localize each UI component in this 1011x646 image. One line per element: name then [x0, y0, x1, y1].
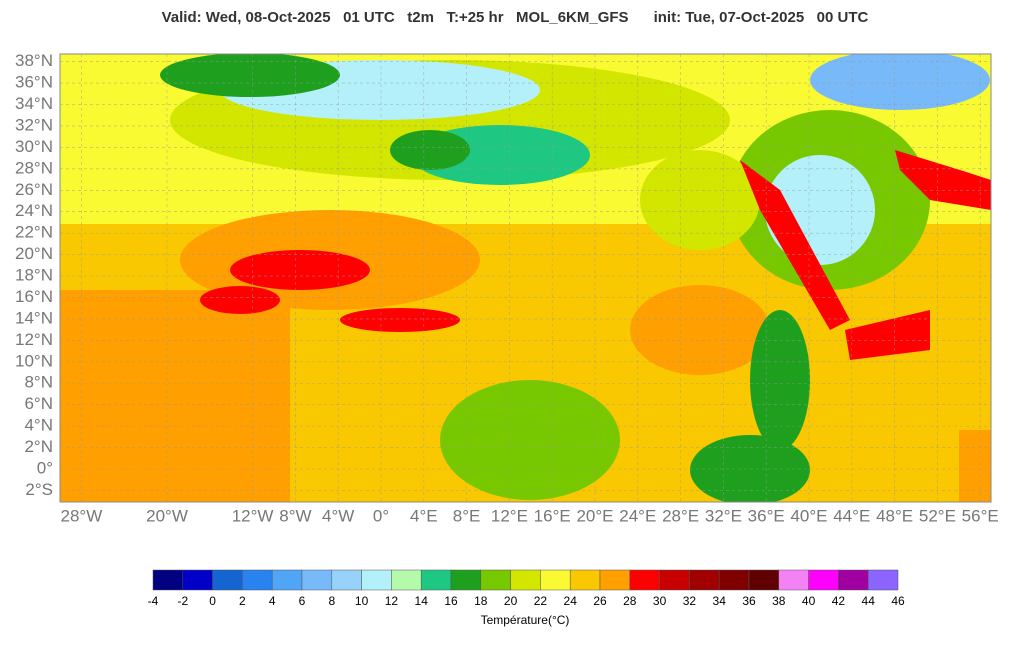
- lat-label: 2°N: [24, 437, 53, 456]
- lat-label: 18°N: [15, 266, 53, 285]
- colorbar-swatch: [361, 569, 392, 591]
- lon-label: 0°: [373, 506, 389, 525]
- colorbar-tick-label: 8: [328, 594, 335, 608]
- colorbar-tick-label: 4: [269, 594, 276, 608]
- colorbar-swatch: [301, 569, 333, 591]
- colorbar-swatch: [629, 569, 660, 591]
- lat-label: 36°N: [15, 73, 53, 92]
- colorbar-swatch: [510, 569, 541, 591]
- lat-label: 38°N: [15, 51, 53, 70]
- colorbar-swatch: [838, 569, 869, 591]
- lat-label: 26°N: [15, 180, 53, 199]
- colorbar-swatch: [182, 569, 213, 591]
- colorbar-swatch: [152, 569, 184, 591]
- colorbar-swatch: [540, 569, 571, 591]
- colorbar-tick-label: 0: [209, 594, 216, 608]
- colorbar-tick-label: 30: [653, 594, 667, 608]
- colorbar-swatch: [599, 569, 631, 591]
- colorbar-swatch: [391, 569, 422, 591]
- colorbar-tick-label: 28: [623, 594, 637, 608]
- lat-label: 24°N: [15, 201, 53, 220]
- colorbar-swatch: [867, 569, 899, 591]
- lon-label: 12°W: [232, 506, 274, 525]
- lon-label: 4°E: [410, 506, 438, 525]
- lon-label: 32°E: [705, 506, 742, 525]
- lat-label: 12°N: [15, 330, 53, 349]
- colorbar-tick-label: 26: [593, 594, 607, 608]
- lat-label: 4°N: [24, 416, 53, 435]
- lat-label: 32°N: [15, 115, 53, 134]
- colorbar-swatch: [718, 569, 750, 591]
- colorbar-swatch: [331, 569, 362, 591]
- colorbar-swatch: [808, 569, 839, 591]
- colorbar-tick-label: 6: [299, 594, 306, 608]
- colorbar-tick-label: 40: [802, 594, 816, 608]
- lon-label: 48°E: [876, 506, 913, 525]
- lon-label: 56°E: [962, 506, 999, 525]
- colorbar-swatch: [659, 569, 690, 591]
- header-title: Valid: Wed, 08-Oct-2025 01 UTC t2m T:+25…: [162, 9, 869, 26]
- lon-label: 44°E: [833, 506, 870, 525]
- colorbar-swatch: [271, 569, 303, 591]
- lon-label: 8°E: [453, 506, 481, 525]
- colorbar-swatch: [748, 569, 780, 591]
- colorbar-label: Température(°C): [481, 613, 570, 627]
- lon-label: 40°E: [790, 506, 827, 525]
- lat-label: 20°N: [15, 244, 53, 263]
- colorbar-tick-label: 32: [683, 594, 697, 608]
- lon-label: 4°W: [322, 506, 354, 525]
- lon-label: 16°E: [534, 506, 571, 525]
- colorbar-swatch: [778, 569, 809, 591]
- colorbar-tick-label: 38: [772, 594, 786, 608]
- colorbar-tick-label: 2: [239, 594, 246, 608]
- lat-label: 34°N: [15, 94, 53, 113]
- map-frame: [59, 53, 992, 503]
- colorbar-swatch: [420, 569, 452, 591]
- colorbar-tick-label: 20: [504, 594, 518, 608]
- lon-label: 20°E: [576, 506, 613, 525]
- lat-label: 2°S: [25, 480, 53, 499]
- colorbar-swatch: [569, 569, 601, 591]
- colorbar-tick-label: 46: [891, 594, 905, 608]
- colorbar-tick-label: 12: [385, 594, 399, 608]
- lon-label: 24°E: [619, 506, 656, 525]
- colorbar-tick-label: -4: [148, 594, 159, 608]
- colorbar-swatch: [480, 569, 511, 591]
- lon-label: 36°E: [748, 506, 785, 525]
- lat-label: 16°N: [15, 287, 53, 306]
- lat-label: 22°N: [15, 223, 53, 242]
- colorbar-tick-label: 16: [444, 594, 458, 608]
- lon-label: 28°W: [61, 506, 103, 525]
- colorbar-swatch: [450, 569, 482, 591]
- lat-label: 6°N: [24, 394, 53, 413]
- lat-label: 8°N: [24, 373, 53, 392]
- colorbar-tick-label: -2: [177, 594, 188, 608]
- colorbar-tick-label: 36: [742, 594, 756, 608]
- colorbar-swatch: [689, 569, 720, 591]
- colorbar-swatch: [212, 569, 243, 591]
- lat-label: 30°N: [15, 137, 53, 156]
- lon-label: 52°E: [919, 506, 956, 525]
- colorbar-tick-label: 14: [415, 594, 429, 608]
- lon-label: 20°W: [146, 506, 188, 525]
- colorbar-tick-label: 42: [832, 594, 846, 608]
- lat-label: 0°: [37, 458, 53, 477]
- colorbar-swatch: [242, 569, 273, 591]
- lon-label: 12°E: [491, 506, 528, 525]
- lat-label: 28°N: [15, 158, 53, 177]
- lon-label: 28°E: [662, 506, 699, 525]
- colorbar-tick-label: 44: [862, 594, 876, 608]
- colorbar-tick-label: 10: [355, 594, 369, 608]
- colorbar-tick-label: 18: [474, 594, 488, 608]
- colorbar-tick-label: 24: [564, 594, 578, 608]
- colorbar-tick-label: 22: [534, 594, 548, 608]
- temperature-field: [60, 54, 991, 502]
- lat-label: 10°N: [15, 351, 53, 370]
- colorbar-tick-label: 34: [713, 594, 727, 608]
- lon-label: 8°W: [279, 506, 311, 525]
- lat-label: 14°N: [15, 308, 53, 327]
